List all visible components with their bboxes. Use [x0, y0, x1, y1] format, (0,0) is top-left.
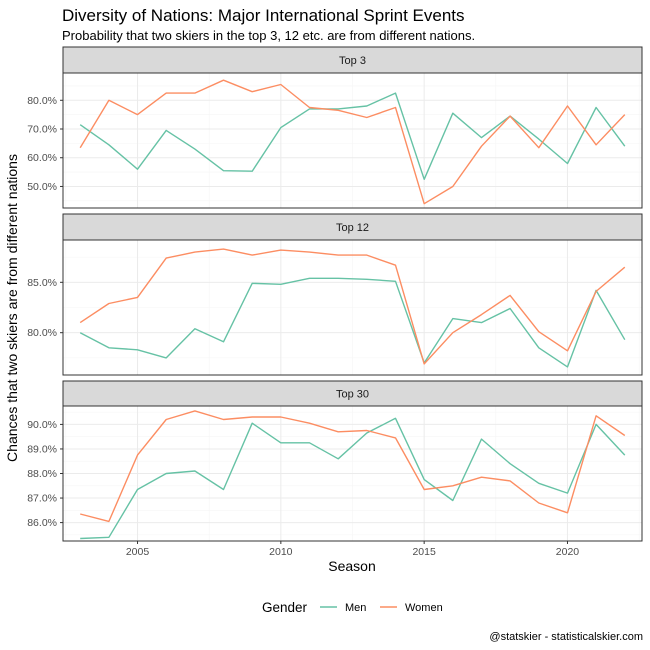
- line-men-top-30: [80, 417, 626, 540]
- legend-label-men: Men: [345, 602, 366, 614]
- panel-top-30: Top 30 86.0% 87.0% 88.0% 89.0% 90.0%: [27, 380, 643, 542]
- x-tick-label: 2020: [556, 546, 580, 558]
- x-tick-label: 2015: [412, 546, 436, 558]
- x-axis-title: Season: [328, 558, 375, 574]
- y-tick-label: 86.0%: [27, 517, 57, 529]
- y-tick-label: 89.0%: [27, 443, 57, 455]
- y-tick-label: 90.0%: [27, 419, 57, 431]
- panel-border: [62, 72, 643, 209]
- panel-top-12: Top 12 80.0% 85.0%: [27, 213, 643, 376]
- strip-label-top-30: Top 30: [336, 389, 369, 401]
- legend-label-women: Women: [405, 602, 443, 614]
- x-tick-label: 2005: [126, 546, 150, 558]
- y-tick-label: 80.0%: [27, 327, 57, 339]
- strip-top-3: [62, 46, 643, 74]
- y-tick-label: 60.0%: [27, 152, 57, 164]
- strip-label-top-3: Top 3: [339, 55, 366, 67]
- line-men-top-12: [79, 277, 626, 368]
- y-tick-label: 85.0%: [27, 277, 57, 289]
- panel-border: [62, 405, 643, 542]
- line-women-top-30: [80, 410, 626, 523]
- chart-title: Diversity of Nations: Major Internationa…: [62, 6, 465, 25]
- y-tick-label: 50.0%: [27, 181, 57, 193]
- panel-border: [62, 239, 643, 376]
- caption: @statskier - statisticalskier.com: [489, 631, 643, 643]
- chart-subtitle: Probability that two skiers in the top 3…: [62, 28, 475, 43]
- strip-label-top-12: Top 12: [336, 222, 369, 234]
- line-men-top-3: [79, 92, 626, 181]
- legend: Gender Men Women: [262, 600, 443, 615]
- y-tick-label: 88.0%: [27, 468, 57, 480]
- y-tick-label: 87.0%: [27, 493, 57, 505]
- strip-top-12: [62, 213, 643, 241]
- facet-panels: Top 3 50.0% 60.0% 70.0% 80.0% Top 12 80.0% 85.0…: [27, 46, 643, 558]
- y-tick-label: 70.0%: [27, 124, 57, 136]
- line-women-top-3: [79, 79, 626, 205]
- x-tick-label: 2010: [269, 546, 293, 558]
- y-axis-title: Chances that two skiers are from differe…: [4, 154, 20, 462]
- y-tick-label: 80.0%: [27, 95, 57, 107]
- panel-top-3: Top 3 50.0% 60.0% 70.0% 80.0%: [27, 46, 643, 209]
- line-women-top-12: [79, 248, 626, 365]
- legend-title: Gender: [262, 600, 308, 615]
- strip-top-30: [62, 380, 643, 407]
